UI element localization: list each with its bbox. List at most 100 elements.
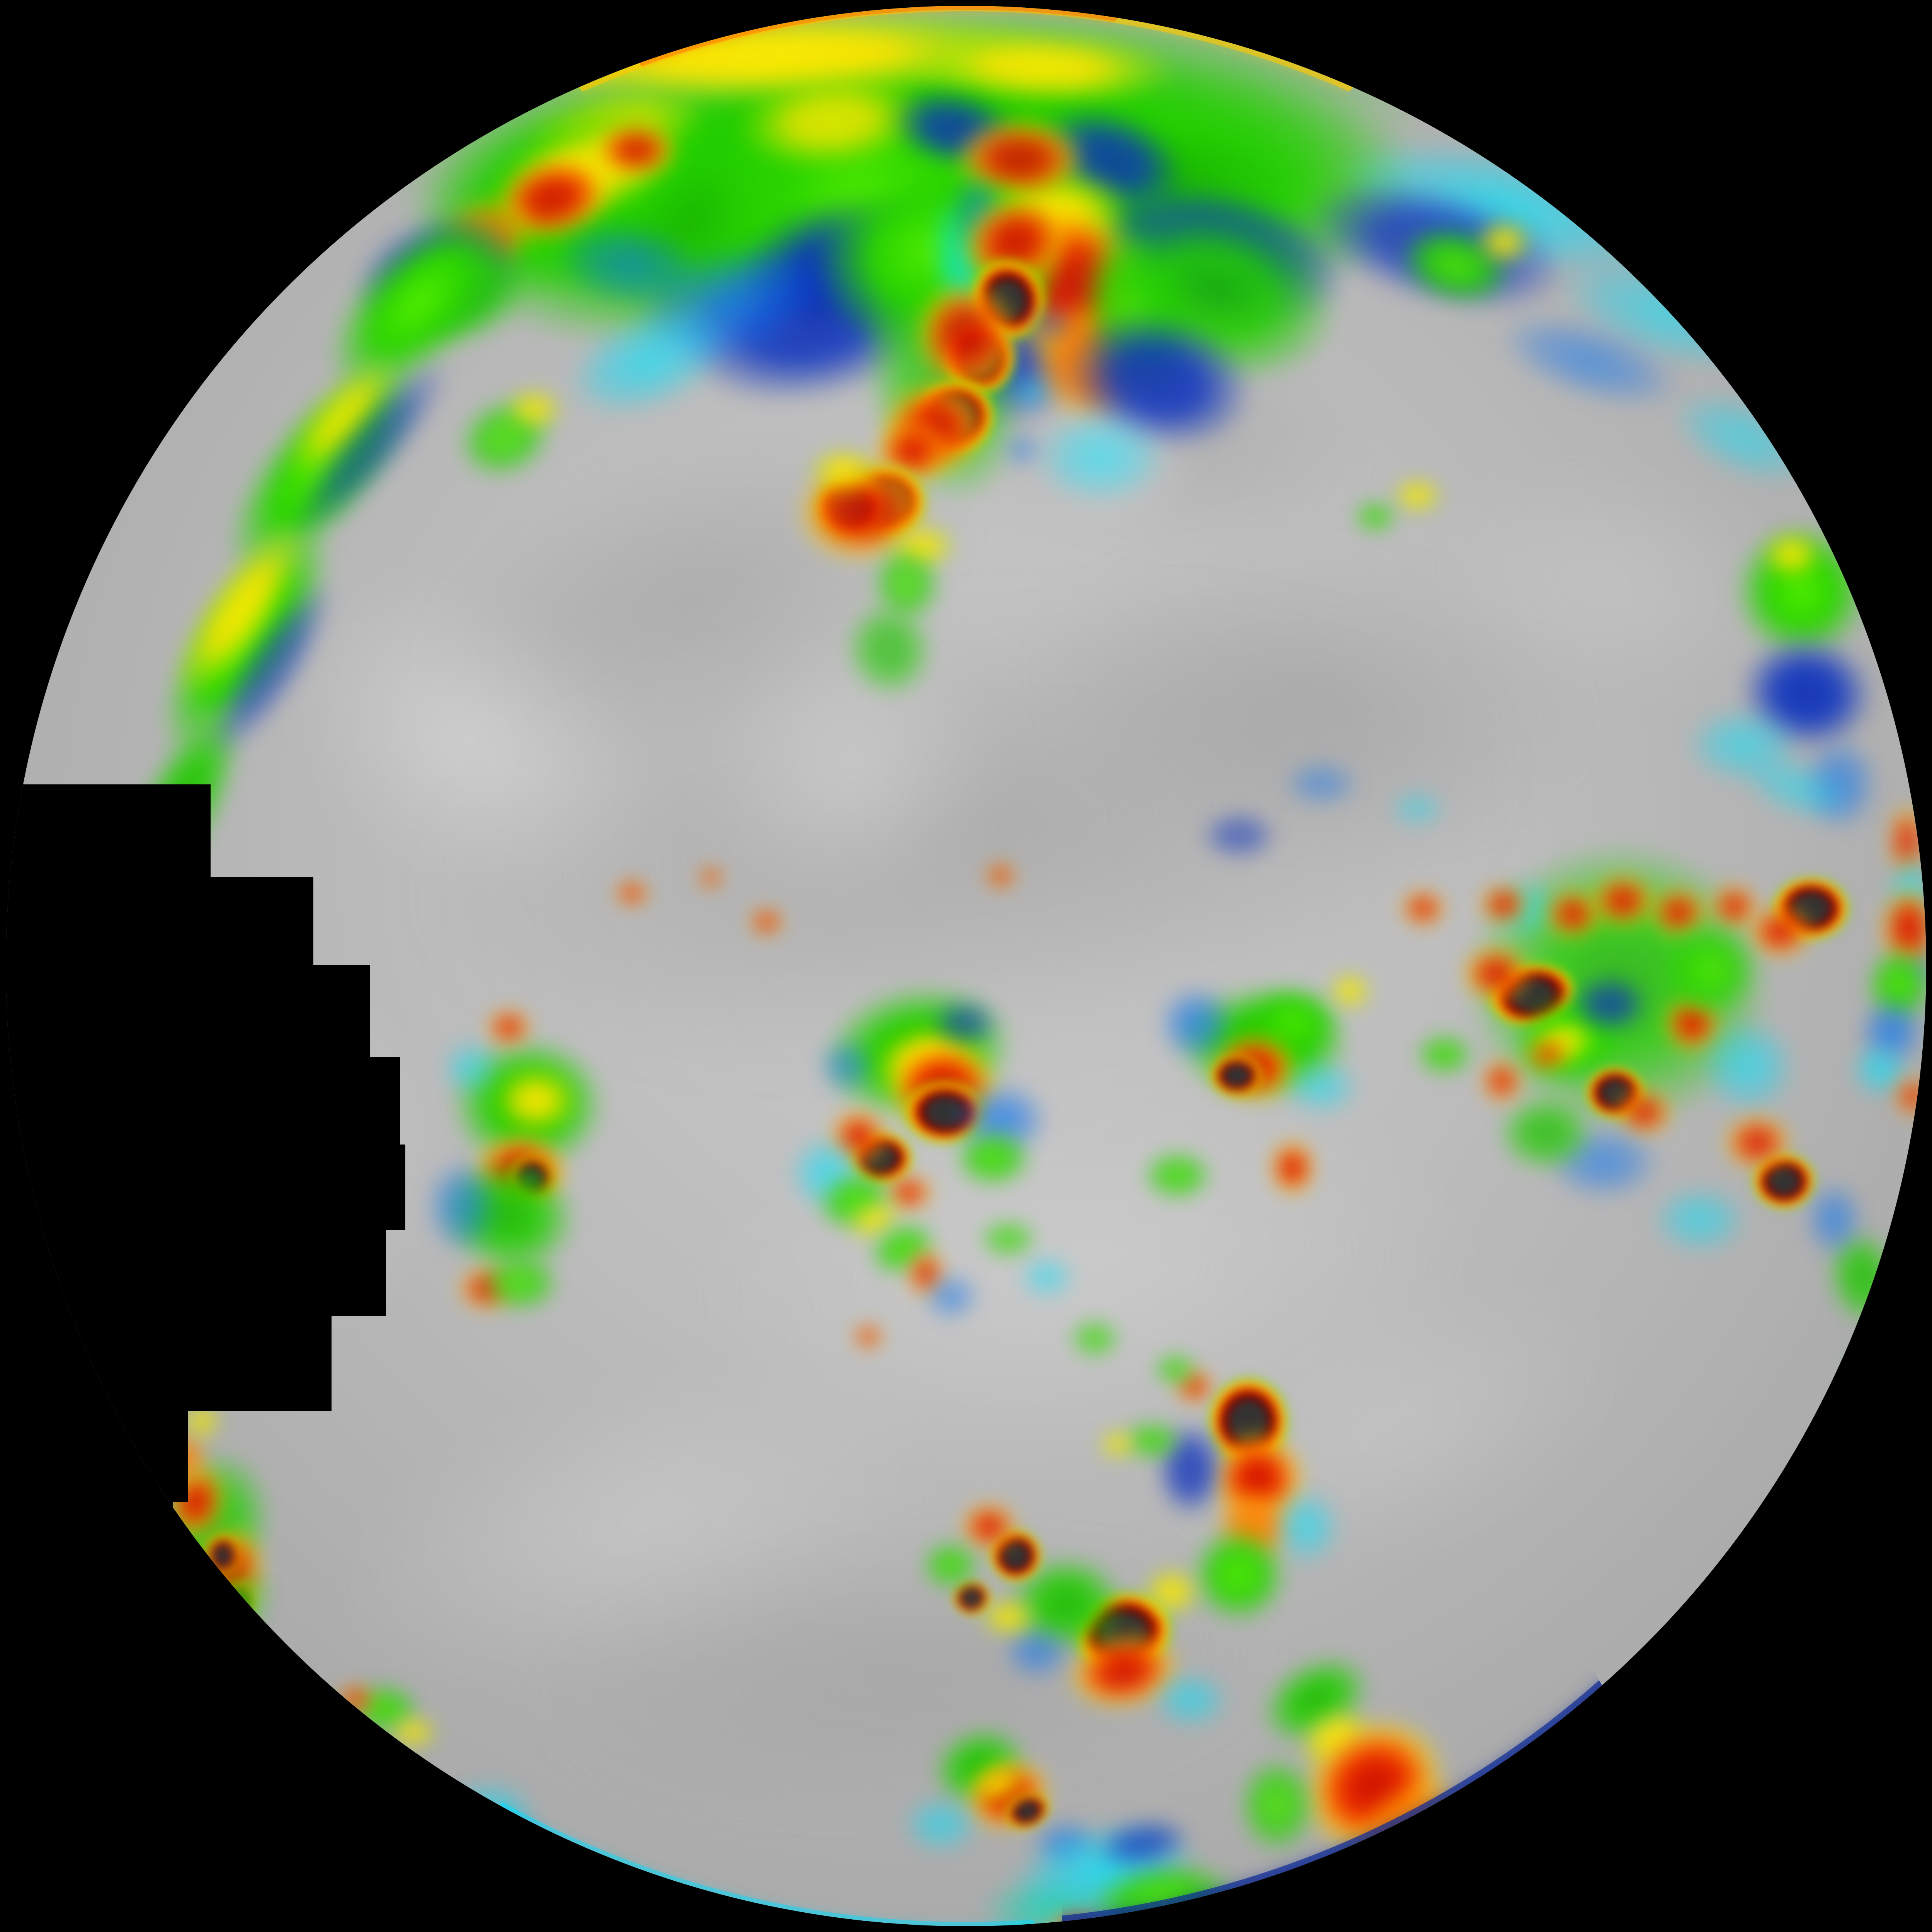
cloud-blob xyxy=(1060,1576,1187,1689)
cloud-blob xyxy=(1731,740,1860,834)
cloud-blob xyxy=(1546,1123,1662,1201)
cloud-blob xyxy=(411,1764,549,1885)
cloud-blob xyxy=(1210,1430,1306,1527)
cloud-blob xyxy=(1238,1757,1316,1854)
cloud-blob xyxy=(941,163,1022,271)
cloud-blob xyxy=(1246,1637,1385,1762)
cloud-blob xyxy=(1686,707,1801,784)
cloud-blob xyxy=(1487,295,1694,427)
cloud-blob xyxy=(1272,1687,1475,1885)
missing-data-block xyxy=(6,965,370,1057)
cloud-blob xyxy=(1484,879,1561,937)
cloud-blob xyxy=(901,1077,989,1147)
cloud-blob xyxy=(842,242,1044,519)
cloud-blob xyxy=(1070,1319,1120,1358)
cloud-blob xyxy=(1208,1052,1266,1099)
cloud-blob xyxy=(808,1160,901,1241)
cloud-blob xyxy=(1801,735,1878,832)
missing-data-block xyxy=(6,1230,386,1316)
cloud-blob xyxy=(389,65,736,330)
cloud-blob xyxy=(1283,759,1360,808)
cloud-blob xyxy=(1728,519,1874,665)
surface-texture-blob xyxy=(382,526,1550,1138)
cloud-blob xyxy=(918,189,1007,352)
cloud-blob xyxy=(185,1519,272,1627)
cloud-blob xyxy=(1769,874,1854,943)
surface-texture-blob xyxy=(1005,505,1619,889)
cloud-blob xyxy=(484,6,1064,114)
cloud-blob xyxy=(687,68,1053,328)
cloud-blob xyxy=(830,1108,888,1166)
cloud-blob xyxy=(1851,1041,1909,1099)
cloud-blob xyxy=(1522,1033,1574,1075)
cloud-blob xyxy=(277,1820,395,1926)
cloud-blob xyxy=(918,255,1091,429)
cloud-blob xyxy=(370,1822,494,1926)
cloud-blob xyxy=(1522,1013,1600,1072)
cloud-blob xyxy=(861,1211,945,1286)
cloud-blob xyxy=(1498,1094,1594,1172)
cloud-blob xyxy=(453,1915,503,1926)
cloud-blob xyxy=(1709,883,1759,930)
cloud-blob xyxy=(1747,904,1813,959)
cloud-blob xyxy=(273,342,468,554)
cloud-blob xyxy=(131,501,361,778)
cloud-blob xyxy=(1582,1064,1648,1122)
cloud-blob xyxy=(136,1437,287,1616)
cloud-blob xyxy=(698,866,723,889)
cloud-blob xyxy=(1415,1033,1473,1076)
cloud-blob xyxy=(900,267,1032,406)
cloud-blob xyxy=(922,1540,980,1590)
cloud-blob xyxy=(1480,1058,1523,1104)
cloud-blob xyxy=(269,342,415,495)
cloud-blob xyxy=(110,845,201,972)
cloud-blob xyxy=(1329,971,1371,1010)
cloud-blob xyxy=(1269,1139,1316,1197)
cloud-blob xyxy=(881,76,1031,185)
cloud-blob xyxy=(482,1254,559,1312)
surface-texture-blob xyxy=(514,1509,1303,1844)
cloud-blob xyxy=(1156,1421,1225,1517)
cloud-blob xyxy=(1544,889,1602,939)
cloud-blob xyxy=(442,1039,500,1097)
cloud-blob xyxy=(131,934,196,1037)
cloud-blob xyxy=(1880,884,1926,971)
limb-rim xyxy=(1062,1580,1773,1926)
cloud-blob xyxy=(617,219,835,388)
cloud-blob xyxy=(102,691,264,915)
cloud-blob xyxy=(1204,1373,1293,1469)
missing-data-block xyxy=(6,1144,405,1231)
cloud-blob xyxy=(182,1651,318,1787)
cloud-blob xyxy=(388,1715,438,1750)
cloud-blob xyxy=(1479,952,1586,1037)
surface-texture-blob xyxy=(378,375,1016,827)
cloud-blob xyxy=(182,1402,221,1440)
cloud-blob xyxy=(960,1502,1018,1552)
cloud-blob xyxy=(818,1037,876,1095)
cloud-blob xyxy=(1546,96,1691,185)
missing-data-block xyxy=(6,1410,188,1502)
cloud-blob xyxy=(1699,1018,1796,1114)
cloud-blob xyxy=(1046,1911,1104,1926)
earth-disk xyxy=(6,6,1926,1926)
cloud-blob xyxy=(1002,430,1041,469)
cloud-blob xyxy=(427,184,544,289)
cloud-blob xyxy=(413,1838,490,1887)
cloud-blob xyxy=(214,1691,312,1785)
cloud-blob xyxy=(1475,219,1533,265)
cloud-blob xyxy=(337,191,539,359)
cloud-blob xyxy=(1177,985,1350,1100)
cloud-blob xyxy=(1503,981,1638,1097)
cloud-blob xyxy=(385,222,548,366)
limb-rim xyxy=(582,6,1158,160)
cloud-blob xyxy=(852,1323,884,1350)
surface-texture-blob xyxy=(308,1313,971,1733)
cloud-blob xyxy=(957,246,1059,353)
cloud-blob xyxy=(1888,850,1926,947)
cloud-blob xyxy=(1714,244,1851,363)
cloud-blob xyxy=(873,372,994,485)
cloud-blob xyxy=(424,1158,502,1254)
cloud-blob xyxy=(445,383,565,493)
cloud-blob xyxy=(1060,1623,1187,1719)
cloud-blob xyxy=(286,1758,463,1926)
